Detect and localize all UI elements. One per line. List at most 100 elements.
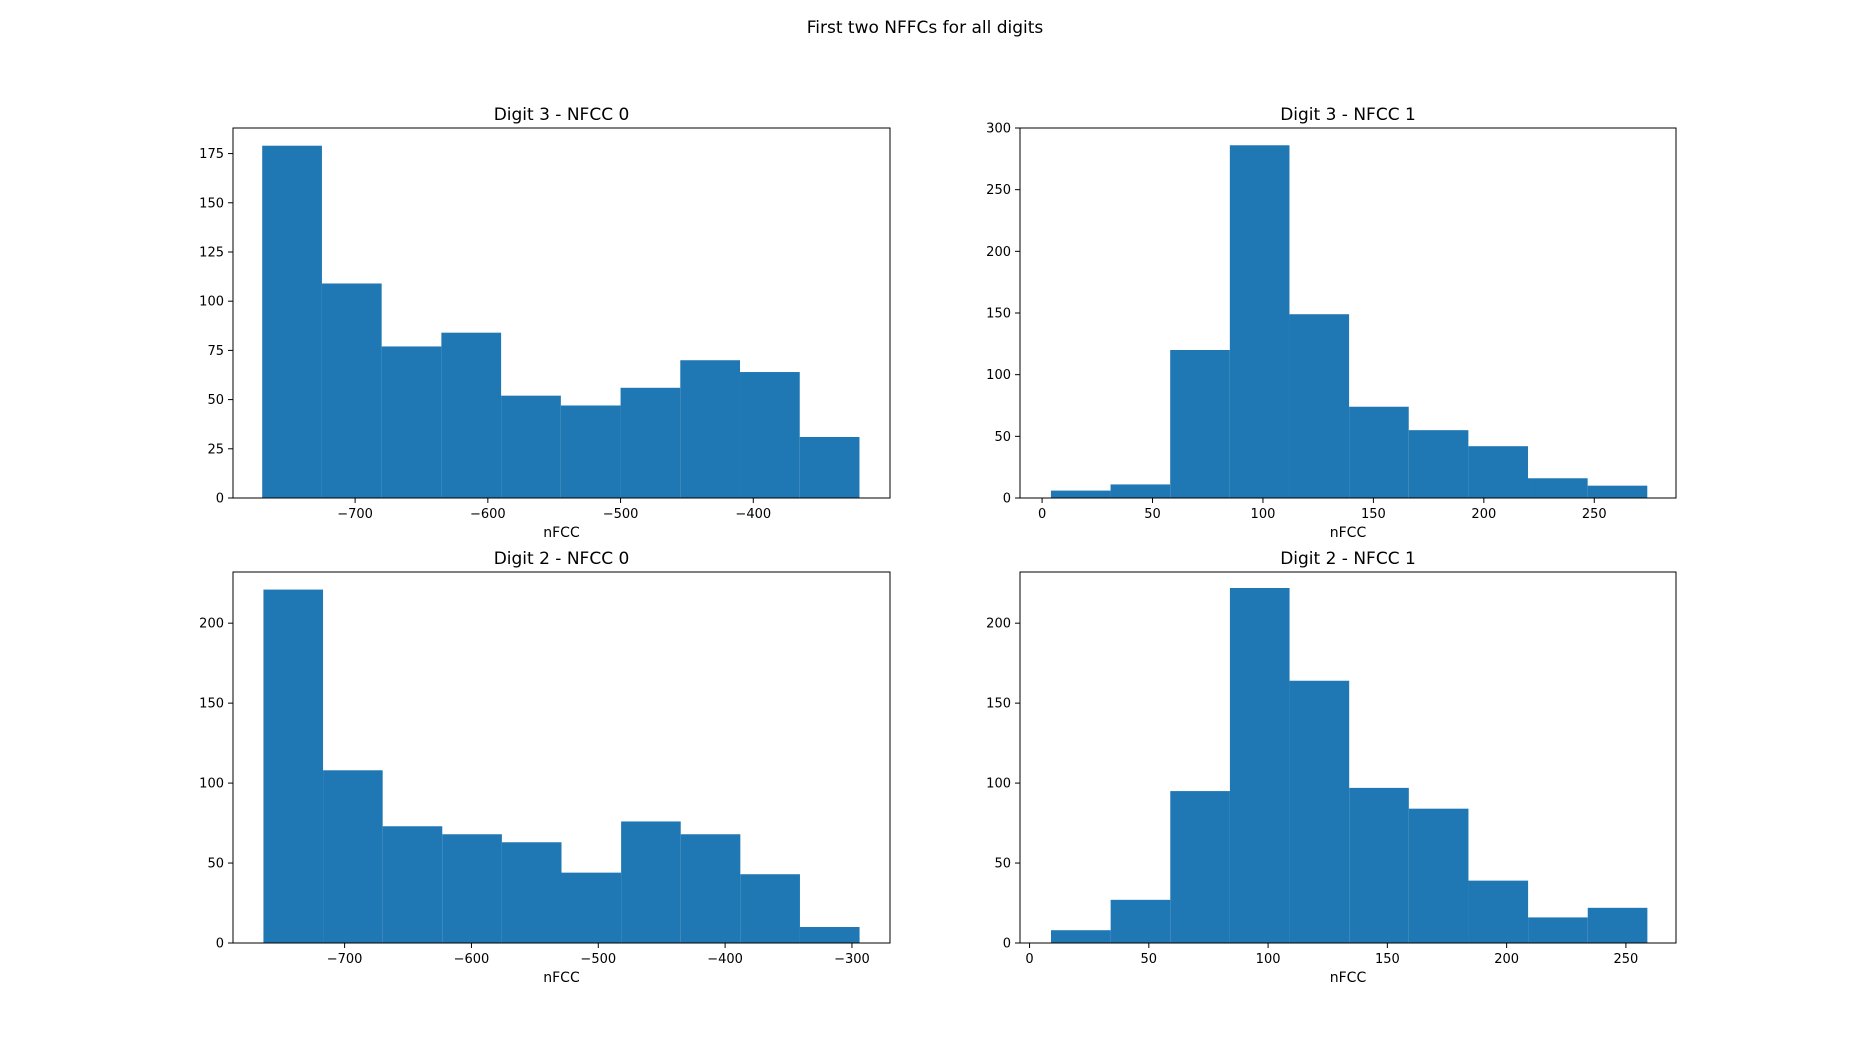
histogram-bar — [501, 842, 562, 943]
x-tick-label: 150 — [1361, 507, 1386, 522]
y-tick-label: 250 — [986, 183, 1011, 198]
x-tick-label: −700 — [327, 952, 363, 967]
y-tick-label: 75 — [207, 344, 224, 359]
histogram-bar — [441, 332, 502, 498]
histogram-bar — [1289, 680, 1350, 943]
histogram-bar — [442, 834, 502, 943]
y-tick-label: 100 — [986, 777, 1011, 792]
histogram-bar — [1229, 587, 1290, 943]
histogram-bar — [1229, 145, 1290, 498]
histogram-bar — [1349, 406, 1409, 498]
histogram-bar — [501, 395, 561, 498]
histogram-bar — [1110, 484, 1171, 498]
x-tick-label: 200 — [1494, 952, 1519, 967]
x-axis-label: nFCC — [1330, 970, 1367, 986]
x-tick-label: 50 — [1141, 952, 1158, 967]
histogram-bar — [323, 770, 383, 943]
y-tick-label: 50 — [994, 430, 1011, 445]
histogram-bar — [680, 360, 741, 498]
histogram-bar — [263, 589, 324, 943]
y-tick-label: 200 — [986, 617, 1011, 632]
histogram-bar — [1528, 917, 1588, 943]
histogram-bar — [680, 834, 741, 943]
x-tick-label: −400 — [707, 952, 743, 967]
histogram-bar — [321, 283, 382, 498]
x-axis-label: nFCC — [543, 525, 580, 541]
x-tick-label: −600 — [454, 952, 490, 967]
histogram-bars — [263, 589, 860, 943]
y-tick-label: 50 — [207, 393, 224, 408]
y-tick-label: 100 — [199, 295, 224, 310]
x-tick-label: −700 — [337, 507, 373, 522]
y-tick-label: 150 — [986, 697, 1011, 712]
histogram-bar — [382, 826, 443, 943]
histogram-bar — [799, 927, 860, 943]
axes-frame — [232, 571, 891, 944]
subplot-2: 0 50 100 150 200 250 0 50 100 150 200 250 300 Digit 3… — [986, 105, 1677, 541]
y-tick-label: 0 — [216, 937, 224, 952]
histogram-bar — [621, 821, 681, 943]
y-tick-label: 150 — [199, 196, 224, 211]
subplot-title: Digit 3 - NFCC 0 — [494, 105, 630, 125]
x-tick-label: 150 — [1375, 952, 1400, 967]
y-tick-label: 125 — [199, 245, 224, 260]
x-tick-label: −500 — [603, 507, 639, 522]
histogram-bars — [1050, 145, 1648, 498]
y-tick-label: 150 — [199, 697, 224, 712]
histogram-bar — [560, 405, 621, 498]
histogram-bars — [262, 145, 860, 498]
histogram-bar — [1289, 314, 1350, 498]
y-tick-label: 200 — [986, 245, 1011, 260]
y-tick-label: 0 — [216, 492, 224, 507]
subplot-4: 0 50 100 150 200 250 0 50 100 150 200 Digit 2 - NFC… — [986, 549, 1677, 986]
histogram-bar — [561, 872, 622, 943]
y-tick-label: 50 — [207, 857, 224, 872]
histogram-bar — [799, 436, 860, 498]
x-tick-label: 100 — [1256, 952, 1281, 967]
x-tick-label: −600 — [470, 507, 506, 522]
subplot-title: Digit 2 - NFCC 1 — [1280, 549, 1416, 569]
subplot-title: Digit 3 - NFCC 1 — [1280, 105, 1416, 125]
histogram-bar — [1050, 490, 1111, 498]
x-tick-label: 0 — [1038, 507, 1046, 522]
x-tick-label: −400 — [735, 507, 771, 522]
histogram-bar — [1468, 880, 1529, 943]
y-tick-label: 150 — [986, 307, 1011, 322]
x-tick-label: 50 — [1144, 507, 1161, 522]
histogram-bar — [1408, 430, 1469, 498]
x-tick-label: 250 — [1582, 507, 1607, 522]
x-tick-label: 250 — [1613, 952, 1638, 967]
x-axis-label: nFCC — [543, 970, 580, 986]
subplot-title: Digit 2 - NFCC 0 — [494, 549, 630, 569]
histogram-bar — [1468, 446, 1529, 498]
axes-frame — [232, 127, 891, 499]
y-tick-label: 175 — [199, 147, 224, 162]
figure-suptitle: First two NFFCs for all digits — [806, 18, 1044, 38]
y-tick-label: 25 — [207, 442, 224, 457]
histogram-bar — [1587, 907, 1648, 943]
histogram-bar — [1170, 350, 1230, 498]
histogram-bar — [1587, 485, 1648, 498]
y-tick-label: 100 — [986, 368, 1011, 383]
x-tick-label: −300 — [834, 952, 870, 967]
subplot-1: −700 −600 −500 −400 0 25 50 75 100 125 150 175 Digit… — [199, 105, 891, 541]
axes-frame — [1019, 571, 1677, 944]
x-tick-label: 200 — [1471, 507, 1496, 522]
x-tick-label: 0 — [1025, 952, 1033, 967]
histogram-bar — [1051, 930, 1111, 943]
histogram-bar — [381, 346, 442, 498]
histogram-bar — [740, 372, 800, 498]
histogram-bar — [262, 145, 322, 498]
y-tick-label: 200 — [199, 617, 224, 632]
histogram-bar — [1408, 808, 1469, 943]
y-tick-label: 0 — [1003, 492, 1011, 507]
histogram-bars — [1051, 587, 1648, 943]
y-tick-label: 50 — [994, 857, 1011, 872]
histogram-bar — [1110, 899, 1171, 943]
histogram-bar — [620, 387, 681, 498]
y-tick-label: 300 — [986, 122, 1011, 137]
x-tick-label: 100 — [1251, 507, 1276, 522]
y-tick-label: 100 — [199, 777, 224, 792]
